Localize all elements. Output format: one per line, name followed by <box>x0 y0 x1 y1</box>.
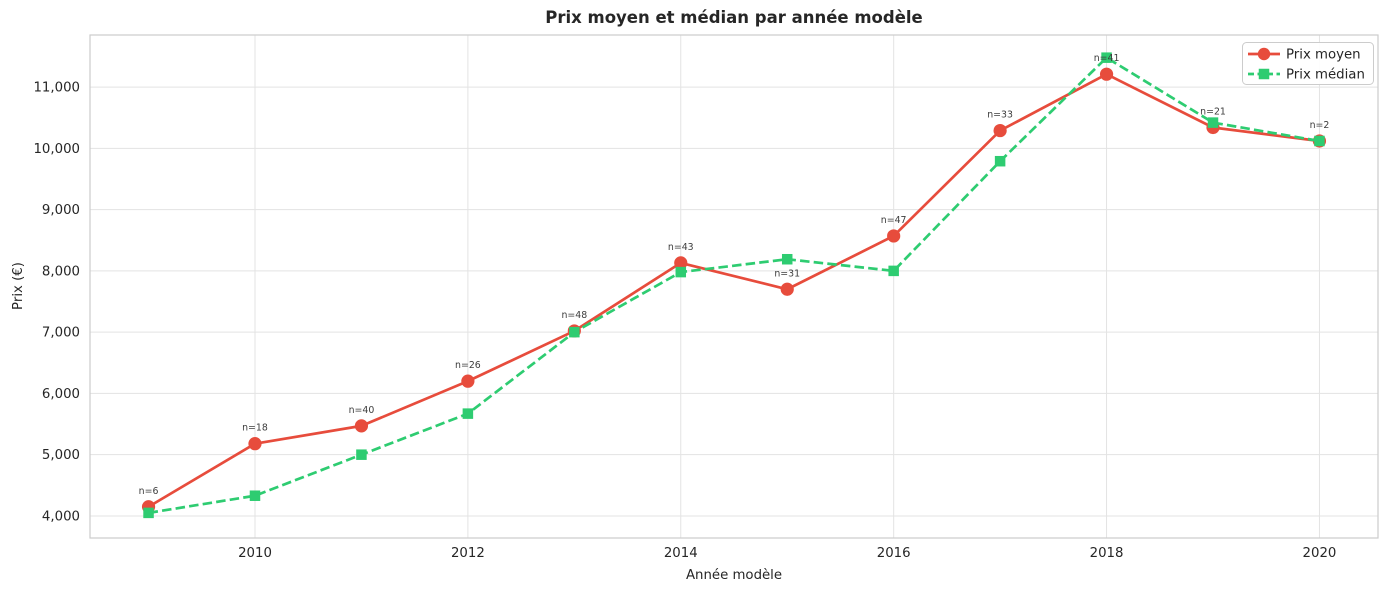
x-tick-label-2020: 2020 <box>1303 546 1337 561</box>
data-point-prix-moyen-2010 <box>248 437 262 451</box>
y-tick-label-11000: 11,000 <box>33 81 80 96</box>
y-tick-label-4000: 4,000 <box>42 509 80 524</box>
legend-label-prix-median: Prix médian <box>1286 67 1365 83</box>
y-tick-label-6000: 6,000 <box>42 387 80 402</box>
plot-area: 4,000 5,000 6,000 7,000 8,000 9,000 10,000 11,0… <box>33 34 1379 561</box>
series-line-prix-m-dian <box>148 56 1320 515</box>
data-point-prix-moyen-2011 <box>354 419 369 433</box>
data-point-prix-moyen-2014 <box>674 256 688 270</box>
x-tick-label-2010: 2010 <box>238 546 272 561</box>
data-point-prix-moyen-2015 <box>780 282 794 296</box>
plot-border <box>89 34 1379 539</box>
data-point-prix-m-dian-2020 <box>1314 135 1325 147</box>
x-tick-label-2016: 2016 <box>877 546 911 561</box>
legend-marker-square-icon <box>1258 68 1270 80</box>
data-point-prix-m-dian-2017 <box>994 155 1006 167</box>
annotation-count-2015: n=31 <box>774 268 800 279</box>
data-point-prix-m-dian-2019 <box>1207 117 1219 128</box>
annotation-count-2010: n=18 <box>242 423 268 434</box>
annotation-count-2011: n=40 <box>349 405 375 416</box>
annotation-count-2009: n=6 <box>139 486 159 497</box>
x-tick-label-2012: 2012 <box>451 546 485 561</box>
data-point-prix-m-dian-2013 <box>569 326 580 338</box>
annotation-count-2013: n=48 <box>561 310 587 321</box>
data-point-prix-m-dian-2014 <box>675 266 687 278</box>
data-point-prix-m-dian-2009 <box>143 507 154 519</box>
y-tick-label-7000: 7,000 <box>42 326 80 341</box>
chart-title: Prix moyen et médian par année modèle <box>545 8 923 27</box>
annotation-count-2020: n=2 <box>1310 120 1330 131</box>
y-tick-label-5000: 5,000 <box>42 448 80 463</box>
x-axis-label: Année modèle <box>686 567 782 583</box>
annotation-count-2012: n=26 <box>455 360 481 371</box>
data-point-prix-moyen-2018 <box>1099 67 1114 81</box>
y-tick-label-9000: 9,000 <box>42 203 80 218</box>
annotation-count-2014: n=43 <box>668 242 694 253</box>
annotation-count-2016: n=47 <box>881 215 907 226</box>
data-point-prix-m-dian-2011 <box>356 449 367 460</box>
legend: Prix moyen Prix médian <box>1242 42 1374 85</box>
data-point-prix-m-dian-2018 <box>1101 52 1112 63</box>
series-line-prix-moyen <box>147 72 1320 508</box>
data-point-prix-m-dian-2015 <box>781 253 793 265</box>
y-tick-label-8000: 8,000 <box>42 264 80 279</box>
x-tick-label-2014: 2014 <box>664 546 698 561</box>
data-point-prix-m-dian-2016 <box>888 265 899 277</box>
y-axis-label: Prix (€) <box>11 262 26 310</box>
annotation-count-2019: n=21 <box>1200 107 1226 118</box>
annotation-count-2017: n=33 <box>987 110 1013 121</box>
annotation-count-2018: n=41 <box>1094 53 1120 64</box>
data-point-prix-moyen-2012 <box>461 374 475 388</box>
legend-label-prix-moyen: Prix moyen <box>1286 48 1361 63</box>
data-point-prix-m-dian-2012 <box>462 408 474 419</box>
legend-marker-circle-icon <box>1257 47 1271 61</box>
data-point-prix-moyen-2016 <box>887 229 901 243</box>
y-tick-label-10000: 10,000 <box>33 142 80 157</box>
data-point-prix-m-dian-2010 <box>249 490 261 501</box>
data-point-prix-moyen-2017 <box>993 123 1007 138</box>
x-tick-label-2018: 2018 <box>1090 546 1124 561</box>
